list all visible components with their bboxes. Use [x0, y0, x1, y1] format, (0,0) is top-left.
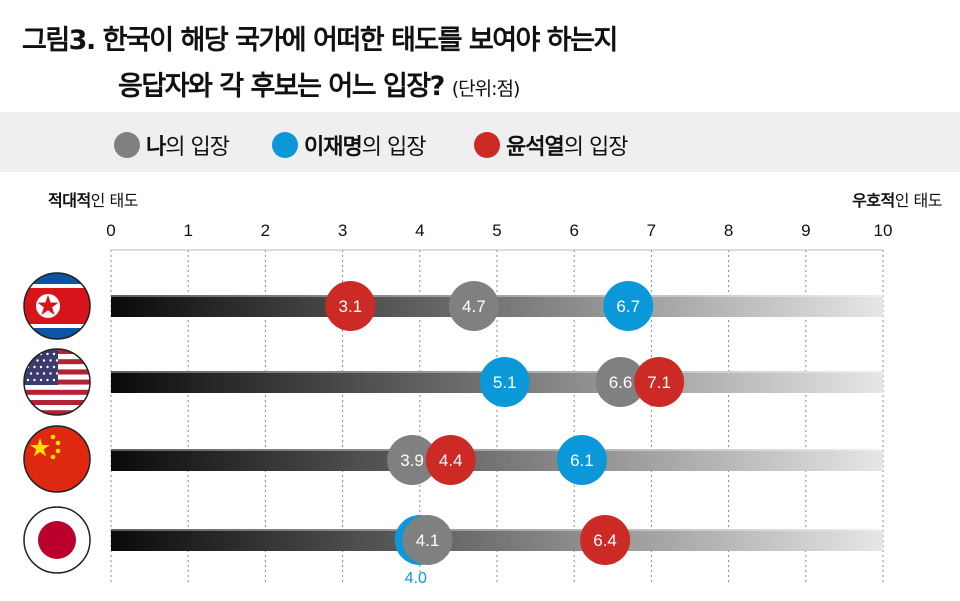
north-korea-flag-icon [24, 273, 90, 339]
us-star [55, 359, 59, 362]
scale-bar-highlight [111, 295, 883, 297]
friendly-rest: 인 태도 [894, 191, 943, 210]
title-line2-text: 응답자와 각 후보는 어느 입장? [118, 71, 445, 102]
us-star [46, 365, 49, 369]
x-tick-label: 4 [415, 221, 424, 240]
us-star [33, 378, 36, 382]
us-star [52, 365, 56, 369]
x-tick-label: 3 [338, 221, 347, 240]
data-point [387, 435, 438, 485]
hostile-bold: 적대적 [48, 191, 91, 210]
data-label: 4.0 [405, 570, 427, 587]
us-star [39, 365, 43, 369]
data-label: 4.4 [439, 451, 463, 470]
us-star [39, 378, 43, 382]
scale-bar-highlight [111, 449, 883, 451]
x-tick-label: 8 [724, 221, 733, 240]
us-star [33, 365, 36, 369]
unit-label: (단위:점) [451, 78, 521, 100]
hostile-label: 적대적인 태도 [48, 187, 138, 211]
usa-flag-icon [24, 349, 90, 415]
legend-label-bold: 나 [146, 135, 166, 160]
us-star [26, 378, 30, 382]
data-label: 4.7 [462, 297, 486, 316]
us-stripe [24, 354, 90, 360]
data-label: 6.6 [609, 373, 633, 392]
us-star [49, 359, 52, 362]
china-flag-icon [24, 426, 90, 492]
data-point [603, 281, 654, 331]
chart-title-line2: 응답자와 각 후보는 어느 입장? (단위:점) [118, 64, 521, 103]
data-label: 6.4 [593, 531, 617, 550]
us-star [42, 372, 46, 375]
blue-dot-icon [272, 132, 298, 158]
legend-label: 의 입장 [361, 135, 427, 160]
friendly-label: 우호적인 태도 [852, 187, 942, 211]
japan-flag-icon [24, 507, 90, 573]
x-tick-label: 5 [492, 221, 501, 240]
data-point [580, 515, 631, 565]
us-star [46, 378, 49, 382]
x-tick-label: 6 [569, 221, 578, 240]
chart-title-line1: 그림3. 한국이 해당 국가에 어떠한 태도를 보여야 하는지 [22, 25, 618, 56]
us-stripe [24, 394, 90, 400]
us-stripe [24, 410, 90, 415]
us-stripe [24, 405, 90, 411]
data-label: 6.1 [570, 451, 594, 470]
data-point [595, 357, 646, 407]
legend-label-bold: 이재명 [304, 135, 363, 160]
us-star [36, 372, 39, 375]
x-tick-label: 7 [647, 221, 656, 240]
x-tick-label: 10 [874, 221, 893, 240]
scale-bar-highlight [111, 529, 883, 531]
x-tick-label: 9 [801, 221, 810, 240]
friendly-bold: 우호적 [852, 191, 895, 210]
data-label: 6.7 [616, 297, 640, 316]
us-star [55, 372, 59, 375]
us-star [46, 352, 49, 356]
data-point [556, 435, 607, 485]
x-tick-label: 1 [183, 221, 192, 240]
us-star [52, 352, 56, 356]
legend-label: 의 입장 [165, 135, 230, 160]
x-tick-label: 0 [106, 221, 115, 240]
x-tick-label: 2 [261, 221, 270, 240]
scale-bar [111, 449, 883, 471]
us-stripe [24, 389, 90, 395]
data-label: 3.1 [338, 297, 362, 316]
data-point [479, 357, 530, 407]
us-star [49, 372, 52, 375]
data-point [402, 515, 453, 565]
legend-label-bold: 윤석열 [506, 135, 565, 160]
data-point [448, 281, 499, 331]
us-star [36, 359, 39, 362]
data-point [325, 281, 376, 331]
data-point [634, 357, 685, 407]
us-star [33, 352, 36, 356]
legend-item-lee: 이재명 의 입장 [272, 129, 427, 161]
hostile-rest: 인 태도 [90, 191, 139, 210]
legend-item-yoon: 윤석열 의 입장 [474, 129, 629, 161]
us-star [29, 372, 33, 375]
us-stripe [24, 400, 90, 406]
data-label: 4.1 [416, 531, 440, 550]
us-star [52, 378, 56, 382]
data-label: 3.9 [400, 451, 424, 470]
us-stripe [24, 384, 90, 390]
legend-label: 의 입장 [563, 135, 629, 160]
gray-dot-icon [114, 132, 140, 158]
data-label: 5.1 [493, 373, 517, 392]
red-dot-icon [474, 132, 500, 158]
data-label: 7.1 [647, 373, 671, 392]
data-point [425, 435, 476, 485]
us-star [26, 352, 30, 356]
scale-bar [111, 529, 883, 551]
us-star [42, 359, 46, 362]
